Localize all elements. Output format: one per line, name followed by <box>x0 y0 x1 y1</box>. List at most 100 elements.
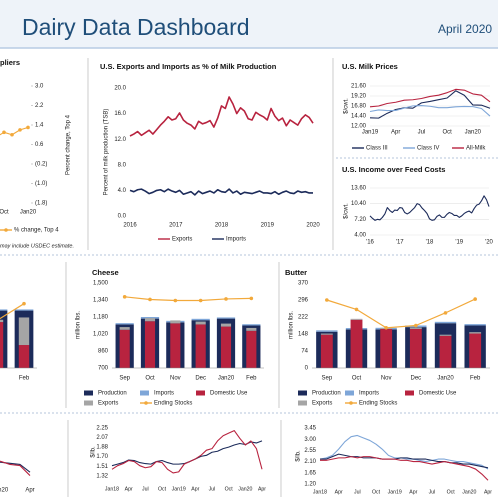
bar-segment <box>246 327 257 331</box>
series-marker <box>122 295 127 299</box>
bar <box>0 310 8 368</box>
x-tick-label: Jan18 <box>313 489 327 495</box>
y-tick-label: 222 <box>298 315 309 321</box>
y-tick-label: 2.10 <box>304 459 316 465</box>
bar-segment <box>216 317 236 319</box>
legend-label: Ending Stocks <box>154 401 192 407</box>
series-marker <box>384 325 388 330</box>
header-band <box>0 0 498 48</box>
y-tick-label: 1,020 <box>93 332 109 338</box>
bar-segment <box>0 309 8 311</box>
bar-segment <box>144 318 156 322</box>
y2-tick-label: 2.2 <box>35 103 44 109</box>
x-tick-label: Oct <box>352 376 362 382</box>
y-tick-label: 14.40 <box>351 114 367 120</box>
series-line <box>319 434 489 470</box>
series-line <box>129 188 313 196</box>
bar-segment <box>409 327 422 329</box>
y-axis-label: million lbs. <box>289 311 295 339</box>
series-marker <box>325 298 329 302</box>
x-tick-label: Jan18 <box>105 486 119 492</box>
x-tick-label: Oct <box>145 376 155 382</box>
x-tick-label: Jan20 <box>437 376 454 382</box>
y-tick-label: 1.65 <box>304 470 316 476</box>
x-tick-label: Jul <box>354 489 361 495</box>
series-marker <box>22 301 26 306</box>
series-marker <box>2 130 6 135</box>
x-tick-label: Sep <box>321 376 332 382</box>
y-tick-label: 20.0 <box>114 86 126 92</box>
legend-label: Exports <box>172 237 192 243</box>
x-tick-label: Oct <box>372 489 381 495</box>
x-tick-label: Nov <box>381 376 392 382</box>
x-tick-label: Jan19 <box>172 486 186 492</box>
y-tick-label: 3.45 <box>304 426 316 432</box>
legend-label: Exports <box>312 401 332 407</box>
x-tick-label: Jul <box>429 489 436 495</box>
y-tick-label: 2.25 <box>96 426 108 432</box>
bar-segment <box>191 318 210 321</box>
legend-label: Exports <box>98 401 118 407</box>
y-tick-label: 1.32 <box>96 474 108 480</box>
legend-swatch <box>345 390 354 396</box>
series-marker <box>414 323 418 328</box>
bar-segment <box>242 324 261 326</box>
series-line <box>369 90 491 119</box>
legend-marker <box>4 228 8 232</box>
legend-label: Imports <box>226 237 246 243</box>
series-line <box>129 96 314 137</box>
chart-title: Cheese <box>92 268 119 277</box>
series-marker <box>249 296 254 301</box>
x-tick-label: Feb <box>19 376 30 382</box>
bar-segment <box>439 334 452 336</box>
x-tick-label: Jan20 <box>218 376 235 382</box>
bar <box>220 326 232 368</box>
series-marker <box>26 125 30 130</box>
y-tick-label: 1,500 <box>93 281 109 287</box>
x-tick-label: 2020 <box>306 223 320 229</box>
y2-tick-label: 0.6 <box>35 142 44 148</box>
series-marker <box>10 132 14 137</box>
x-tick-label: Jan20 <box>465 130 482 136</box>
y-tick-label: 1.70 <box>96 454 108 460</box>
x-tick-label: Apr <box>191 486 199 492</box>
y-axis-label: Percent of milk production (TSB) <box>104 109 110 196</box>
bar-segment <box>350 318 363 320</box>
x-tick-label: Apr <box>409 489 417 495</box>
y2-tick-label: (0.2) <box>35 162 47 168</box>
legend-swatch <box>298 390 307 396</box>
x-tick-label: Sep <box>119 376 130 382</box>
y-tick-label: 1.20 <box>304 482 316 488</box>
x-tick-label: Apr <box>25 488 34 494</box>
series-line <box>320 453 489 469</box>
y-tick-label: 21.60 <box>351 84 367 90</box>
x-tick-label: Jan20 <box>238 486 252 492</box>
bar-segment <box>434 321 457 324</box>
bar-segment <box>0 319 4 323</box>
y-tick-label: 860 <box>98 349 109 355</box>
bar <box>350 319 363 368</box>
y-tick-label: 8.0 <box>118 162 127 168</box>
legend-swatch <box>140 390 149 396</box>
bar <box>18 345 30 368</box>
x-tick-label: '17 <box>396 240 404 246</box>
y-tick-label: 4.0 <box>118 188 127 194</box>
series-line <box>369 105 491 117</box>
y-tick-label: 16.80 <box>351 104 367 110</box>
bar-segment <box>320 333 333 335</box>
y2-tick-label: 1.4 <box>35 123 44 129</box>
chart-title: U.S. Exports and Imports as % of Milk Pr… <box>100 62 277 71</box>
legend-marker <box>144 401 148 405</box>
series-line <box>111 430 263 474</box>
x-tick-label: 2019 <box>261 223 275 229</box>
y-tick-label: 10.40 <box>351 201 367 207</box>
bar-segment <box>316 330 338 332</box>
x-tick-label: Apr <box>258 486 266 492</box>
y-axis-label: $/lb. <box>91 446 97 458</box>
legend-label: Domestic Use <box>210 391 248 397</box>
dashboard-title: Dairy Data Dashboard <box>22 14 250 40</box>
bar-segment <box>18 317 30 346</box>
x-tick-label: Apr <box>335 489 343 495</box>
chart-title: U.S. Milk Prices <box>342 62 398 71</box>
